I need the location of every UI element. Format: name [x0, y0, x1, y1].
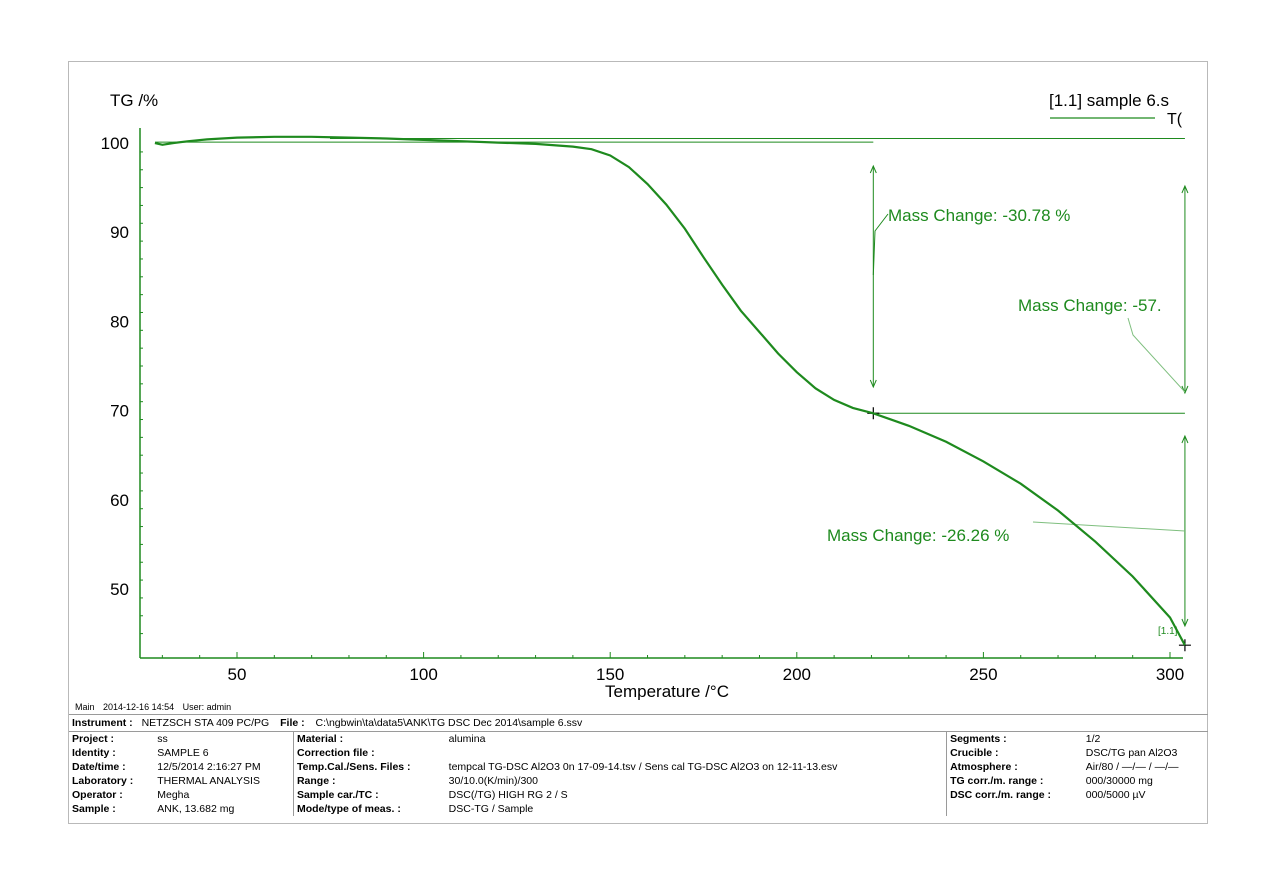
legend-title: [1.1] sample 6.s: [1049, 91, 1169, 110]
mass-change-label-3: Mass Change: -26.26 %: [827, 526, 1009, 545]
info-row: Sample : ANK, 13.682 mg Mode/type of meas.…: [69, 802, 1208, 816]
report-frame: [68, 61, 1208, 824]
y-axis-label: TG /%: [110, 91, 158, 110]
leader-line-total: [1127, 317, 1186, 393]
info-value: DSC(/TG) HIGH RG 2 / S: [448, 789, 568, 801]
info-row: Identity : SAMPLE 6 Correction file : Cruci…: [69, 746, 1208, 760]
info-label: Laboratory :: [72, 775, 134, 787]
info-label: Sample :: [72, 803, 116, 815]
info-label: Correction file :: [292, 746, 446, 760]
x-tick-label: 200: [783, 665, 811, 684]
main-user: User: admin: [182, 702, 232, 712]
leader-line-2: [1032, 521, 1185, 532]
info-label: DSC corr./m. range :: [946, 788, 1083, 802]
y-tick-label: 70: [110, 402, 129, 421]
info-value: 000/30000 mg: [1085, 775, 1153, 787]
mass-change-label-2: Mass Change: -57.: [1018, 296, 1162, 315]
x-tick-label: 300: [1156, 665, 1184, 684]
info-row: Date/time : 12/5/2014 2:16:27 PM Temp.Cal.…: [69, 760, 1208, 774]
info-label: Atmosphere :: [946, 760, 1083, 774]
info-value: Megha: [157, 789, 190, 801]
info-value: 1/2: [1085, 733, 1101, 745]
info-value: Air/80 / —/— / —/—: [1085, 761, 1179, 773]
info-value: THERMAL ANALYSIS: [157, 775, 260, 787]
info-value: ANK, 13.682 mg: [157, 803, 235, 815]
y-tick-label: 50: [110, 580, 129, 599]
info-value: 000/5000 µV: [1085, 789, 1146, 801]
info-label: Temp.Cal./Sens. Files :: [292, 760, 446, 774]
main-tag: Main: [75, 702, 95, 712]
leader-line-1: [872, 213, 889, 276]
x-axis-label: Temperature /°C: [605, 682, 729, 700]
chart-axes: [139, 128, 1183, 659]
x-tick-label: 50: [228, 665, 247, 684]
step-marker-2: [1178, 639, 1191, 652]
mass-change-arrow-2-head-down: [1181, 618, 1189, 628]
y-tick-label: 60: [110, 491, 129, 510]
main-datetime: 2014-12-16 14:54: [103, 702, 175, 712]
mass-change-annotations: Mass Change: -30.78 % Mass Change: -57. Ma…: [155, 138, 1191, 652]
info-row: Operator : Megha Sample car./TC : DSC(/TG) …: [69, 788, 1208, 802]
info-value: tempcal TG-DSC Al2O3 0n 17-09-14.tsv / S…: [448, 761, 838, 773]
y-tick-label: 80: [110, 312, 129, 331]
info-label: Identity :: [72, 747, 116, 759]
tg-chart: 100 90 80 70 60 50 50 100 150 200 250 300 Mass Chan…: [101, 91, 1191, 700]
mass-change-label-1: Mass Change: -30.78 %: [888, 206, 1070, 225]
info-label: Operator :: [72, 789, 123, 801]
info-label: Sample car./TC :: [292, 788, 446, 802]
info-label: Project :: [72, 733, 115, 745]
info-label: Range :: [292, 774, 446, 788]
info-value: [446, 746, 947, 760]
end-label: [1.1]: [1158, 626, 1178, 637]
mass-change-arrow-total-head-down: [1181, 385, 1189, 395]
instrument-label: Instrument :: [72, 717, 133, 729]
info-value: ss: [157, 733, 168, 745]
info-value: [1083, 802, 1208, 816]
info-label: [946, 802, 1083, 816]
info-value: 12/5/2014 2:16:27 PM: [157, 761, 261, 773]
x-tick-label: 100: [409, 665, 437, 684]
legend-entry: T(: [1167, 111, 1183, 128]
info-row: Project : ss Material : alumina Segments :1/…: [69, 731, 1208, 746]
info-row: Laboratory : THERMAL ANALYSIS Range :30/10…: [69, 774, 1208, 788]
x-tick-label: 150: [596, 665, 624, 684]
info-label: TG corr./m. range :: [946, 774, 1083, 788]
info-value: DSC/TG pan Al2O3: [1085, 747, 1178, 759]
mass-change-arrow-1-head-down: [869, 379, 877, 389]
info-label: Date/time :: [72, 761, 126, 773]
mass-change-arrow-2-head-up: [1181, 434, 1189, 444]
info-label: Crucible :: [946, 746, 1083, 760]
info-rows: Project : ss Material : alumina Segments :1/…: [69, 731, 1208, 816]
info-value: DSC-TG / Sample: [448, 803, 534, 815]
info-label: Mode/type of meas. :: [292, 802, 446, 816]
info-label: Segments :: [946, 731, 1083, 746]
file-label: File :: [280, 717, 305, 729]
info-value: 30/10.0(K/min)/300: [448, 775, 538, 787]
file-value: C:\ngbwin\ta\data5\ANK\TG DSC Dec 2014\s…: [315, 717, 583, 729]
y-tick-label: 90: [110, 223, 129, 242]
mass-change-arrow-1-head-up: [869, 164, 877, 174]
instrument-value: NETZSCH STA 409 PC/PG: [141, 717, 270, 729]
info-value: SAMPLE 6: [157, 747, 209, 759]
info-label: Material :: [292, 731, 446, 746]
tg-curve: [154, 135, 1186, 646]
axis-ticks: 100 90 80 70 60 50 50 100 150 200 250 300: [101, 134, 1185, 684]
main-info-line: Main 2014-12-16 14:54 User: admin: [75, 702, 237, 712]
mass-change-arrow-total-head-up: [1181, 184, 1189, 194]
x-tick-label: 250: [969, 665, 997, 684]
instrument-row: Instrument : NETZSCH STA 409 PC/PG File …: [69, 714, 1208, 732]
measurement-info-table: Instrument : NETZSCH STA 409 PC/PG File …: [69, 714, 1208, 816]
info-value: alumina: [448, 733, 486, 745]
y-tick-label: 100: [101, 134, 129, 153]
